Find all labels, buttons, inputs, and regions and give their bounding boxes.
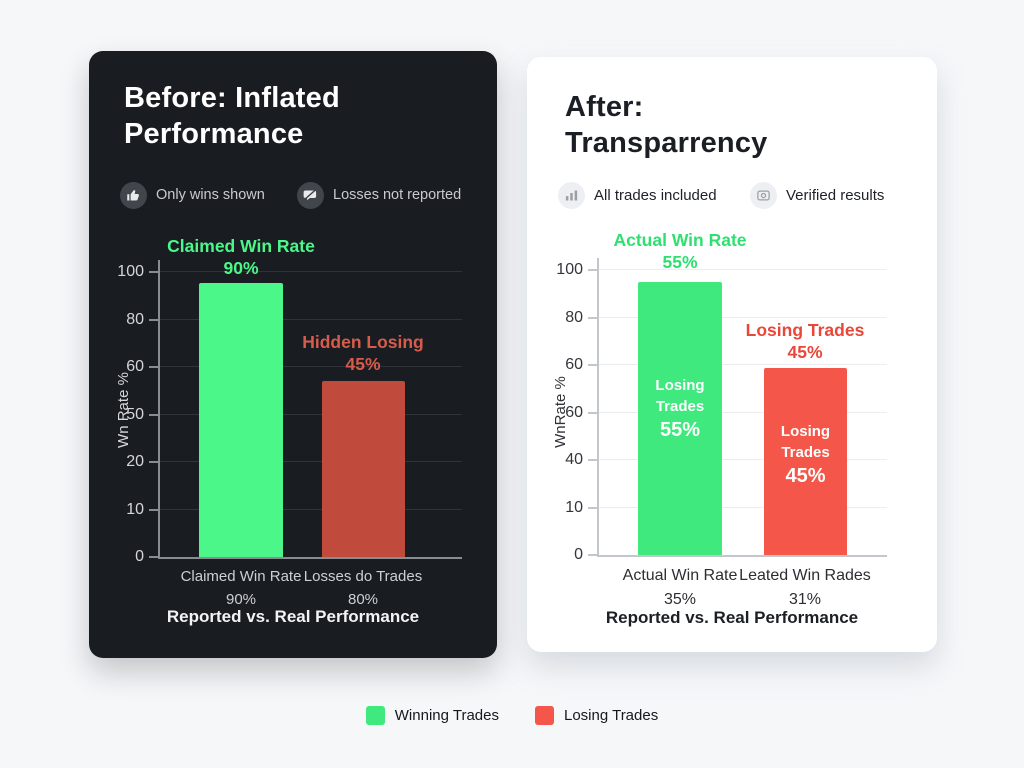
before-chart: 0 10 20 50 60 80 100 Claimed Win Rate 90… bbox=[117, 236, 462, 608]
gridline bbox=[160, 414, 462, 415]
x-axis-label: Claimed Win Rate 90% bbox=[180, 568, 302, 608]
y-tick-label: 10 bbox=[110, 501, 159, 519]
legend-item-winning: Winning Trades bbox=[365, 706, 499, 725]
gridline bbox=[160, 461, 462, 462]
badge-only-wins: Only wins shown bbox=[120, 181, 265, 209]
before-title: Before: Inflated Performance bbox=[124, 82, 340, 150]
after-title: After: Transparrency bbox=[565, 91, 768, 159]
gridline bbox=[160, 509, 462, 510]
before-panel: Before: Inflated Performance Only wins s… bbox=[89, 51, 497, 658]
losing-bar-annotation: Hidden Losing 45% bbox=[302, 331, 424, 375]
losing-bar-annotation: Losing Trades 45% bbox=[745, 319, 865, 363]
legend-item-losing: Losing Trades bbox=[534, 706, 659, 725]
badge-label: Losses not reported bbox=[333, 187, 462, 203]
winning-bar-annotation: Claimed Win Rate 90% bbox=[167, 235, 315, 279]
winning-bar-inside-label: Losing Trades 55% bbox=[655, 377, 705, 441]
x-axis-label: Leated Win Rades 31% bbox=[739, 567, 871, 608]
y-tick-label: 100 bbox=[110, 263, 159, 281]
y-tick-label: 0 bbox=[110, 548, 159, 566]
legend-label: Losing Trades bbox=[563, 707, 659, 724]
y-tick-label: 50 bbox=[110, 406, 159, 424]
gridline bbox=[599, 364, 887, 365]
legend-label: Winning Trades bbox=[394, 707, 499, 724]
after-panel: After: Transparrency All trades included… bbox=[527, 57, 937, 652]
y-tick-label: 60 bbox=[110, 358, 159, 376]
legend: Winning Trades Losing Trades bbox=[0, 706, 1024, 725]
y-tick-label: 40 bbox=[549, 451, 598, 469]
y-tick-label: 80 bbox=[110, 311, 159, 329]
badge-losses-not-reported: Losses not reported bbox=[297, 181, 461, 209]
bar-chart-icon bbox=[558, 181, 585, 209]
winning-bar bbox=[638, 282, 722, 555]
y-tick-label: 20 bbox=[110, 453, 159, 471]
y-tick-label: 80 bbox=[549, 309, 598, 327]
thumbs-up-icon bbox=[120, 181, 147, 209]
after-chart: 0 10 40 60 60 80 100 Losing Trades 55% L… bbox=[556, 230, 887, 608]
x-axis-label: Losses do Trades 80% bbox=[303, 568, 423, 608]
verified-icon bbox=[750, 181, 777, 209]
badge-label: All trades included bbox=[594, 186, 717, 204]
gridline bbox=[160, 319, 462, 320]
y-tick-label: 100 bbox=[549, 261, 598, 279]
gridline bbox=[599, 317, 887, 318]
y-tick-label: 0 bbox=[549, 546, 598, 564]
gridline bbox=[160, 366, 462, 367]
winning-trades-swatch bbox=[365, 706, 385, 725]
hidden-losses-icon bbox=[297, 181, 324, 209]
y-tick-label: 10 bbox=[549, 499, 598, 517]
winning-bar-annotation: Actual Win Rate 55% bbox=[613, 229, 747, 273]
x-axis-label: Actual Win Rate 35% bbox=[622, 567, 738, 608]
losing-bar-inside-label: Losing Trades 45% bbox=[780, 423, 831, 487]
winning-bar bbox=[199, 283, 283, 557]
y-tick-label: 60 bbox=[549, 356, 598, 374]
badge-all-trades: All trades included bbox=[558, 181, 717, 209]
badge-verified: Verified results bbox=[750, 181, 884, 209]
gridline bbox=[160, 271, 462, 272]
y-tick-label: 60 bbox=[549, 404, 598, 422]
gridline bbox=[599, 459, 887, 460]
badge-label: Only wins shown bbox=[156, 187, 265, 203]
after-chart-title: Reported vs. Real Performance bbox=[605, 608, 859, 627]
badge-label: Verified results bbox=[786, 186, 885, 204]
losing-bar bbox=[764, 368, 847, 555]
gridline bbox=[599, 412, 887, 413]
before-chart-title: Reported vs. Real Performance bbox=[166, 607, 420, 626]
gridline bbox=[599, 507, 887, 508]
losing-trades-swatch bbox=[534, 706, 554, 725]
losing-bar bbox=[322, 381, 405, 557]
gridline bbox=[599, 269, 887, 270]
